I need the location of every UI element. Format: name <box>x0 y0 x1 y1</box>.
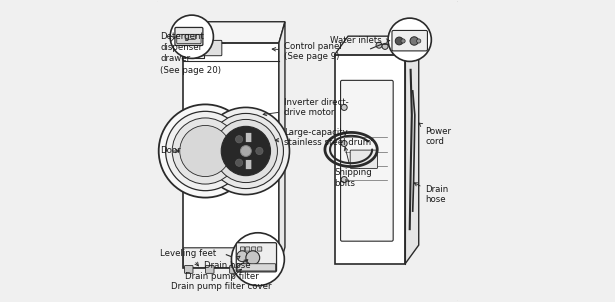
FancyBboxPatch shape <box>258 247 262 251</box>
Text: Control panel
(See page 9): Control panel (See page 9) <box>272 42 342 62</box>
FancyBboxPatch shape <box>184 265 193 273</box>
Polygon shape <box>335 36 419 55</box>
Text: Drain pump filter: Drain pump filter <box>185 260 259 281</box>
Polygon shape <box>335 55 405 264</box>
FancyBboxPatch shape <box>229 265 238 273</box>
Circle shape <box>341 177 347 183</box>
FancyBboxPatch shape <box>205 265 214 273</box>
Text: Water inlets: Water inlets <box>330 36 390 45</box>
Circle shape <box>236 136 243 143</box>
Circle shape <box>341 104 347 111</box>
FancyBboxPatch shape <box>392 31 427 51</box>
Circle shape <box>180 125 231 177</box>
FancyBboxPatch shape <box>252 247 256 251</box>
FancyBboxPatch shape <box>245 159 252 170</box>
Circle shape <box>246 251 260 265</box>
FancyBboxPatch shape <box>185 35 196 40</box>
Text: Drain
hose: Drain hose <box>414 183 448 204</box>
Text: Drain pump filter cover: Drain pump filter cover <box>171 269 271 291</box>
FancyBboxPatch shape <box>184 40 222 56</box>
FancyBboxPatch shape <box>236 243 277 272</box>
Circle shape <box>401 39 405 43</box>
Text: Detergent
dispenser
drawer
(See page 20): Detergent dispenser drawer (See page 20) <box>160 32 221 75</box>
Circle shape <box>172 118 239 184</box>
FancyBboxPatch shape <box>175 27 203 46</box>
Circle shape <box>240 146 252 156</box>
FancyBboxPatch shape <box>245 247 250 251</box>
Text: Leveling feet: Leveling feet <box>160 249 216 266</box>
Polygon shape <box>405 36 419 264</box>
Circle shape <box>341 140 347 146</box>
Polygon shape <box>183 22 285 43</box>
Circle shape <box>214 119 277 183</box>
Polygon shape <box>183 43 279 268</box>
FancyBboxPatch shape <box>350 150 378 169</box>
Text: Power
cord: Power cord <box>419 123 451 146</box>
Circle shape <box>256 147 263 155</box>
Circle shape <box>221 126 271 176</box>
Circle shape <box>388 18 431 61</box>
Circle shape <box>395 37 403 45</box>
Circle shape <box>165 111 245 191</box>
Circle shape <box>416 39 421 43</box>
Text: Large-capacity
stainless steel drum: Large-capacity stainless steel drum <box>275 128 371 147</box>
FancyBboxPatch shape <box>177 34 201 44</box>
Text: Door: Door <box>160 146 181 156</box>
FancyBboxPatch shape <box>341 80 393 241</box>
Circle shape <box>159 104 252 198</box>
Text: Drain hose: Drain hose <box>204 256 250 270</box>
FancyBboxPatch shape <box>237 264 276 271</box>
FancyBboxPatch shape <box>183 248 239 268</box>
Circle shape <box>376 42 382 48</box>
Circle shape <box>382 43 388 50</box>
Circle shape <box>410 37 418 45</box>
Text: Inverter direct-
drive motor: Inverter direct- drive motor <box>263 98 349 117</box>
Circle shape <box>170 15 213 58</box>
FancyBboxPatch shape <box>240 247 245 251</box>
Polygon shape <box>279 22 285 268</box>
Circle shape <box>236 159 243 166</box>
FancyBboxPatch shape <box>255 265 264 273</box>
FancyBboxPatch shape <box>156 0 459 302</box>
Circle shape <box>208 114 284 188</box>
Circle shape <box>237 251 248 262</box>
FancyBboxPatch shape <box>245 132 252 143</box>
Circle shape <box>231 233 284 286</box>
Text: Shipping
bolts: Shipping bolts <box>334 147 371 188</box>
Circle shape <box>202 108 290 194</box>
